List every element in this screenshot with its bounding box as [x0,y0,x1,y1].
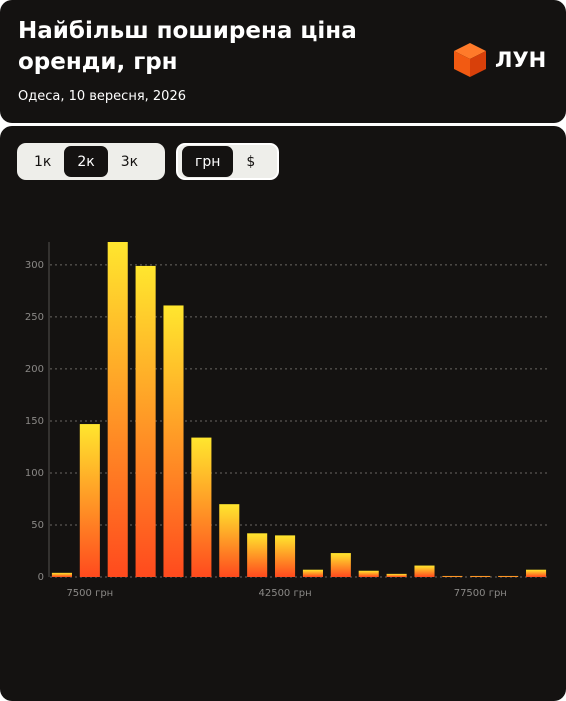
y-tick-label: 100 [25,468,44,479]
bar [163,305,184,577]
subtitle: Одеса, 10 вересня, 2026 [18,89,186,104]
y-tick-label: 200 [25,364,44,375]
bar [302,569,323,577]
currency-toggle: грн $ [176,143,279,180]
bar [414,565,435,577]
title: Найбільш поширена ціна оренди, грн [18,18,357,75]
bar [51,572,72,577]
bar [358,570,379,577]
bar [330,553,351,577]
y-tick-label: 0 [38,572,44,583]
chart-card: 1к 2к 3к грн $ [0,126,566,701]
toggle-button[interactable]: грн [182,146,234,177]
bar [247,533,268,577]
bar [526,569,547,577]
rooms-toggle: 1к 2к 3к [17,143,165,180]
header: Найбільш поширена ціна оренди, грн Одеса… [0,0,566,123]
toggle-button[interactable]: 3к [120,153,139,170]
bar [219,504,240,577]
bar [275,535,296,577]
bar [107,242,128,577]
x-tick-label: 42500 грн [258,588,311,599]
logo-text: ЛУН [495,48,547,72]
bar [191,437,212,577]
toggle-button[interactable]: 2к [64,146,108,177]
bar [135,265,156,577]
toggle-button[interactable]: $ [246,153,256,170]
logo-icon [454,43,486,77]
y-tick-label: 300 [25,260,44,271]
bar [470,575,491,577]
toggle-button[interactable]: 1к [34,153,52,170]
bar [498,575,519,577]
bar [442,575,463,577]
y-tick-label: 50 [31,520,44,531]
bar [386,573,407,577]
x-tick-label: 77500 грн [454,588,507,599]
y-tick-label: 250 [25,312,44,323]
bar [79,424,100,577]
logo: ЛУН [453,42,546,78]
y-tick-label: 150 [25,416,44,427]
x-tick-label: 7500 грн [66,588,113,599]
